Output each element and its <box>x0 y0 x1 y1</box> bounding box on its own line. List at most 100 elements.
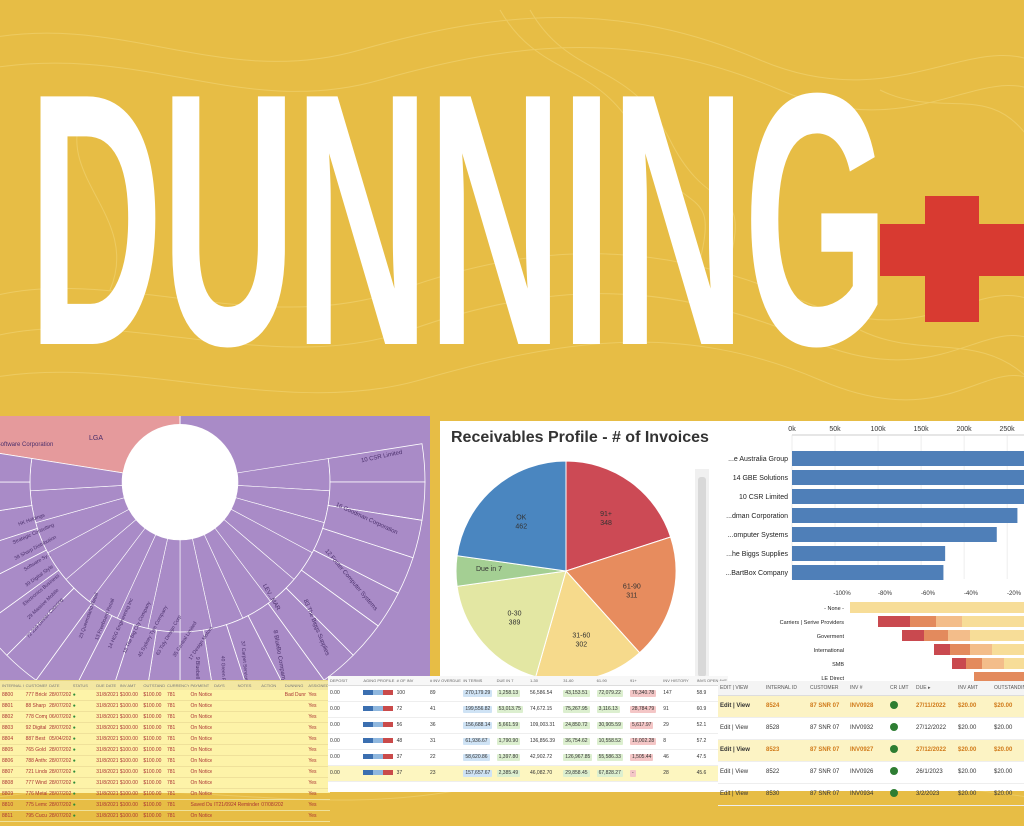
status-dot-icon <box>890 701 898 709</box>
column-header: INV HISTORY <box>661 676 695 686</box>
table-cell: $100.00 <box>141 711 165 723</box>
diverging-label: SMB <box>832 662 844 668</box>
diverging-segment[interactable] <box>982 658 1004 669</box>
diverging-segment[interactable] <box>878 616 910 627</box>
table-row[interactable]: Edit | View 8530 87 SNR 07 INV0934 3/2/2023 $… <box>718 783 1024 806</box>
table-cell: 8807 <box>0 766 24 778</box>
edit-view-link[interactable]: Edit | View <box>718 783 764 806</box>
table-cell: 75,267.95 <box>561 701 595 718</box>
bar[interactable] <box>792 527 997 542</box>
credit-limit-cell <box>888 783 914 806</box>
diverging-segment[interactable] <box>970 644 992 655</box>
edit-view-link[interactable]: Edit | View <box>718 717 764 740</box>
diverging-segment[interactable] <box>966 658 982 669</box>
table-cell: 8809 <box>0 788 24 800</box>
diverging-segment[interactable] <box>850 602 1024 613</box>
value-chip: 199,556.82 <box>463 706 493 713</box>
edit-view-link[interactable]: Edit | View <box>718 695 764 718</box>
table-row[interactable]: Edit | View 8523 87 SNR 07 INV0927 27/12/202… <box>718 739 1024 762</box>
table-cell: 05/04/2021 <box>47 733 71 745</box>
diverging-segment[interactable] <box>962 616 1024 627</box>
pie-slice[interactable] <box>565 460 672 572</box>
diverging-label: International <box>814 648 844 654</box>
edit-view-link[interactable]: Edit | View <box>718 761 764 784</box>
table-cell: ● <box>70 690 95 701</box>
diverging-segment[interactable] <box>1004 658 1024 669</box>
table-cell: ● <box>70 799 95 811</box>
column-header: 91+ <box>627 676 662 686</box>
deposit-cell: 0.00 <box>328 701 362 718</box>
bar[interactable] <box>792 470 1024 485</box>
pie-slice[interactable] <box>565 536 677 654</box>
bar-axis-tick: 250k <box>1000 426 1016 433</box>
sunburst-label: 9 Bluebell Partners <box>194 657 200 686</box>
scrollbar-thumb[interactable] <box>698 477 706 677</box>
pie-scrollbar[interactable] <box>695 469 709 689</box>
table-cell: 109,003.31 <box>527 717 562 734</box>
table-cell: 781 <box>164 777 189 789</box>
diverging-segment[interactable] <box>952 658 966 669</box>
table-row[interactable]: Edit | View 8528 87 SNR 07 INV0932 27/12/202… <box>718 717 1024 740</box>
diverging-segment[interactable] <box>924 630 948 641</box>
table-row[interactable]: Edit | View 8522 87 SNR 07 INV0926 26/1/2023… <box>718 761 1024 784</box>
diverging-segment[interactable] <box>970 630 1024 641</box>
invoice-number-cell: INV0928 <box>848 695 888 718</box>
table-row[interactable]: 0.00 37 23 157,657.67 2,385.49 46,082.70 29,85… <box>328 765 728 782</box>
value-chip: 5,617.97 <box>629 722 654 729</box>
bar[interactable] <box>792 546 946 561</box>
table-cell: On Notice Dunning <box>188 722 213 734</box>
column-header: CUSTOMER <box>23 681 48 690</box>
bar[interactable] <box>792 508 1018 523</box>
diverging-segment[interactable] <box>936 616 962 627</box>
table-cell: $100.00 <box>117 799 142 811</box>
bar[interactable] <box>792 451 1024 466</box>
table-cell: $100.00 <box>141 766 165 778</box>
deposit-cell: 0.00 <box>328 717 362 734</box>
aging-bar <box>363 738 374 744</box>
bar[interactable] <box>792 565 944 580</box>
column-header: INTERNAL ID <box>764 681 808 696</box>
table-cell: On Notice Dunning <box>188 810 213 822</box>
table-row[interactable]: 0.00 48 31 61,936.67 1,790.90 136,856.39 36,75… <box>328 733 728 750</box>
diverging-segment[interactable] <box>974 672 1024 683</box>
table-cell: $100.00 <box>141 777 165 789</box>
table-cell <box>235 755 260 767</box>
receivables-profile-panel: Receivables Profile - # of Invoices 91+ 3… <box>440 421 720 691</box>
sunburst-outer-segment[interactable] <box>0 444 33 483</box>
diverging-segment[interactable] <box>902 630 924 641</box>
diverging-segment[interactable] <box>910 616 936 627</box>
pie-value: 462 <box>515 524 527 531</box>
table-row[interactable]: Edit | View 8524 87 SNR 07 INV0928 27/11/202… <box>718 695 1024 718</box>
due-date-cell: 26/1/2023 <box>914 761 956 784</box>
bar[interactable] <box>792 489 1024 504</box>
table-row[interactable]: 0.00 72 41 199,556.82 53,013.75 74,672.15 75,2… <box>328 701 728 718</box>
table-cell: 199,556.82 <box>461 701 495 718</box>
value-chip: 1,505.44 <box>629 754 654 761</box>
table-cell: Yes <box>306 777 330 789</box>
diverging-segment[interactable] <box>948 630 970 641</box>
table-row[interactable]: 0.00 100 89 270,179.29 1,258.13 56,586.54 43,1… <box>328 685 728 702</box>
diverging-segment[interactable] <box>992 644 1024 655</box>
diverging-segment[interactable] <box>934 644 950 655</box>
table-row[interactable]: 0.00 56 36 156,688.14 5,661.59 109,003.31 24,8… <box>328 717 728 734</box>
diverging-segment[interactable] <box>950 644 970 655</box>
invoice-number-cell: INV0934 <box>848 783 888 806</box>
edit-view-link[interactable]: Edit | View <box>718 739 764 762</box>
pie-slice[interactable] <box>456 460 567 572</box>
table-row[interactable]: 0.00 37 22 58,620.86 1,397.80 42,902.72 126,96… <box>328 749 728 766</box>
table-cell <box>235 788 260 800</box>
pie-slice[interactable] <box>456 570 567 678</box>
bar-label: ...he Biggs Supplies <box>726 551 788 558</box>
